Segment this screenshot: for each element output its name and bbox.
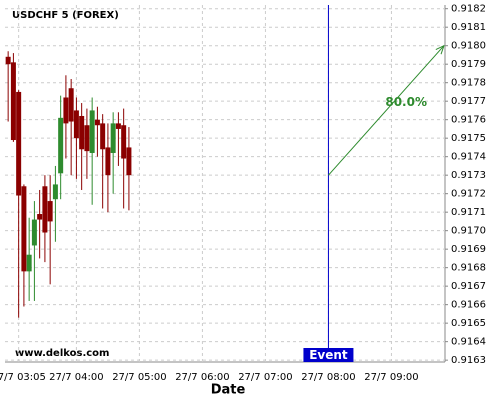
candle-body bbox=[73, 110, 79, 139]
candle-body bbox=[126, 147, 132, 176]
y-tick-label: 0.9180 bbox=[451, 41, 486, 52]
x-tick-label: 27/7 05:00 bbox=[112, 372, 166, 383]
y-tick-label: 0.9166 bbox=[451, 300, 486, 311]
x-tick-label: 27/7 04:00 bbox=[49, 372, 103, 383]
candle-body bbox=[16, 91, 22, 196]
candle-body bbox=[115, 123, 121, 129]
candle-body bbox=[68, 88, 74, 122]
candle-body bbox=[26, 254, 32, 272]
candle-body bbox=[58, 117, 64, 174]
candle-body bbox=[79, 115, 85, 150]
chart-title: USDCHF 5 (FOREX) bbox=[12, 10, 119, 21]
y-tick-label: 0.9170 bbox=[451, 226, 486, 237]
candle-body bbox=[110, 123, 116, 153]
candle-body bbox=[121, 125, 127, 159]
event-label-box bbox=[303, 348, 354, 362]
x-tick-label: 27/7 09:00 bbox=[364, 372, 418, 383]
arrow-head bbox=[435, 44, 445, 55]
x-tick-label: 27/7 06:00 bbox=[175, 372, 229, 383]
candle-body bbox=[37, 214, 43, 220]
y-tick-label: 0.9173 bbox=[451, 170, 486, 181]
y-tick-label: 0.9176 bbox=[451, 115, 486, 126]
y-tick-label: 0.9177 bbox=[451, 96, 486, 107]
y-tick-label: 0.9182 bbox=[451, 4, 486, 15]
candle-body bbox=[63, 97, 69, 124]
x-axis-label: Date bbox=[211, 383, 246, 398]
candle-body bbox=[84, 125, 90, 152]
watermark: www.delkos.com bbox=[15, 348, 109, 359]
y-tick-label: 0.9174 bbox=[451, 152, 486, 163]
candle-body bbox=[94, 119, 100, 126]
candle-body bbox=[42, 186, 48, 233]
candle-body bbox=[89, 110, 95, 153]
x-tick-label: 27/7 07:00 bbox=[238, 372, 292, 383]
arrow-label: 80.0% bbox=[385, 95, 427, 109]
candle-body bbox=[31, 219, 37, 246]
candle-body bbox=[52, 184, 58, 200]
event-label: Event bbox=[309, 348, 348, 362]
y-tick-label: 0.9171 bbox=[451, 207, 486, 218]
y-tick-label: 0.9175 bbox=[451, 133, 486, 144]
candle-body bbox=[105, 147, 111, 176]
candle-body bbox=[10, 62, 16, 141]
y-tick-label: 0.9168 bbox=[451, 263, 486, 274]
x-tick-label: 27/7 08:00 bbox=[301, 372, 355, 383]
candle-body bbox=[21, 186, 27, 272]
candle-body bbox=[5, 56, 11, 65]
y-tick-label: 0.9164 bbox=[451, 337, 486, 348]
candle-body bbox=[47, 201, 53, 222]
forecast-arrow bbox=[328, 45, 445, 176]
y-tick-label: 0.9165 bbox=[451, 318, 486, 329]
y-tick-label: 0.9178 bbox=[451, 78, 486, 89]
y-tick-label: 0.9181 bbox=[451, 22, 486, 33]
y-tick-label: 0.9163 bbox=[451, 355, 486, 366]
y-tick-label: 0.9172 bbox=[451, 189, 486, 200]
candle-body bbox=[100, 123, 106, 150]
y-tick-label: 0.9167 bbox=[451, 281, 486, 292]
y-tick-label: 0.9179 bbox=[451, 59, 486, 70]
x-tick-label: 27/7 03:05 bbox=[0, 372, 46, 383]
y-tick-label: 0.9169 bbox=[451, 244, 486, 255]
